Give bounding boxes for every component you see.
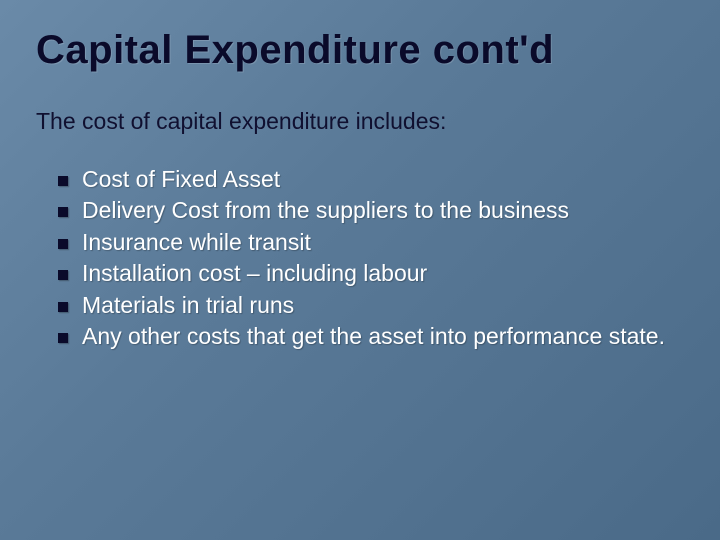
- list-item: Materials in trial runs: [58, 291, 700, 320]
- bullet-list: Cost of Fixed Asset Delivery Cost from t…: [36, 165, 700, 352]
- intro-text: The cost of capital expenditure includes…: [36, 108, 700, 135]
- square-bullet-icon: [58, 239, 68, 249]
- square-bullet-icon: [58, 207, 68, 217]
- list-item-text: Insurance while transit: [82, 229, 311, 255]
- list-item: Any other costs that get the asset into …: [58, 322, 700, 351]
- list-item: Insurance while transit: [58, 228, 700, 257]
- square-bullet-icon: [58, 176, 68, 186]
- slide-title: Capital Expenditure cont'd: [36, 28, 700, 72]
- list-item: Delivery Cost from the suppliers to the …: [58, 196, 700, 225]
- list-item: Installation cost – including labour: [58, 259, 700, 288]
- square-bullet-icon: [58, 270, 68, 280]
- list-item-text: Installation cost – including labour: [82, 260, 427, 286]
- list-item-text: Delivery Cost from the suppliers to the …: [82, 197, 569, 223]
- square-bullet-icon: [58, 302, 68, 312]
- list-item-text: Any other costs that get the asset into …: [82, 323, 665, 349]
- list-item: Cost of Fixed Asset: [58, 165, 700, 194]
- list-item-text: Materials in trial runs: [82, 292, 294, 318]
- list-item-text: Cost of Fixed Asset: [82, 166, 280, 192]
- slide: Capital Expenditure cont'd The cost of c…: [0, 0, 720, 540]
- square-bullet-icon: [58, 333, 68, 343]
